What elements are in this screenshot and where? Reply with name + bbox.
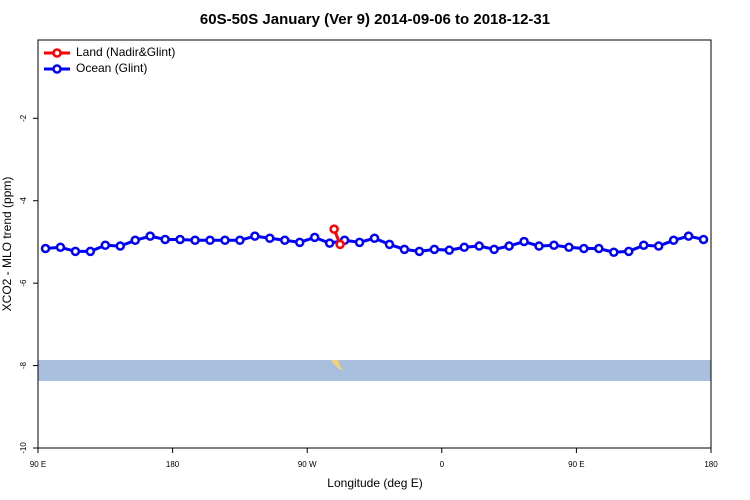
point [294, 237, 305, 248]
map-strip [38, 360, 711, 381]
point [414, 246, 425, 257]
y-axis-label: XCO2 - MLO trend (ppm) [0, 177, 14, 312]
point [683, 231, 694, 241]
x-tick-label: 180 [166, 460, 180, 469]
point [335, 239, 345, 250]
y-tick-label: -4 [19, 197, 28, 205]
point [70, 246, 81, 257]
point [115, 241, 126, 251]
point [564, 242, 574, 253]
legend-label: Ocean (Glint) [76, 61, 147, 75]
point [474, 241, 484, 251]
point [609, 247, 619, 257]
point [638, 240, 649, 250]
point [85, 246, 96, 257]
y-tick-label: -6 [19, 279, 28, 287]
point [100, 240, 111, 250]
point [579, 243, 589, 254]
point [519, 236, 529, 247]
point [265, 233, 275, 243]
point [354, 237, 365, 248]
point [250, 231, 260, 241]
legend-marker [52, 48, 62, 58]
point [280, 235, 290, 246]
point [190, 235, 200, 246]
x-tick-label: 90 E [568, 460, 584, 469]
point [653, 241, 664, 251]
point [324, 238, 335, 248]
point [623, 246, 634, 257]
point [145, 231, 155, 241]
land-patch [331, 360, 343, 371]
point [668, 235, 679, 246]
chart-title: 60S-50S January (Ver 9) 2014-09-06 to 20… [200, 11, 550, 28]
point [205, 235, 215, 246]
y-tick-label: -2 [19, 114, 28, 122]
point [399, 244, 410, 255]
x-tick-label: 0 [440, 460, 445, 469]
x-tick-label: 90 E [30, 460, 46, 469]
legend-marker [52, 64, 62, 74]
point [55, 242, 66, 253]
point [594, 243, 604, 254]
point [459, 242, 469, 253]
point [549, 240, 559, 250]
y-tick-label: -8 [19, 361, 28, 369]
x-tick-label: 90 W [298, 460, 317, 469]
point [235, 235, 245, 246]
point [504, 241, 514, 251]
point [329, 224, 339, 234]
x-tick-label: 180 [704, 460, 718, 469]
point [429, 244, 440, 255]
point [534, 241, 544, 251]
point [309, 232, 320, 243]
point [130, 235, 140, 246]
point [444, 245, 455, 255]
point [175, 234, 185, 245]
point [160, 234, 170, 245]
point [384, 239, 395, 250]
legend-label: Land (Nadir&Glint) [76, 45, 175, 59]
y-tick-label: -10 [19, 442, 28, 454]
point [220, 235, 230, 246]
point [489, 244, 499, 255]
x-axis-label: Longitude (deg E) [327, 476, 422, 490]
plot-frame [37, 39, 712, 449]
point [40, 243, 51, 254]
point [698, 234, 709, 245]
point [369, 233, 380, 243]
